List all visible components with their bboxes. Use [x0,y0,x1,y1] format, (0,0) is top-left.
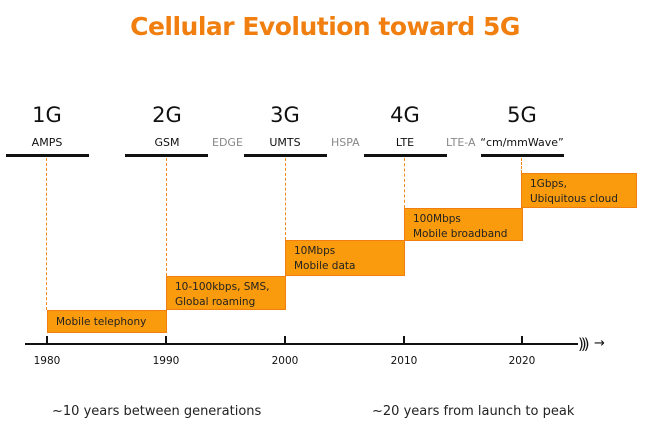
gen-2g-connector [166,158,167,276]
gen-5g-label: 5G [507,103,537,127]
year-label: 2000 [271,355,299,367]
year-label: 1990 [152,355,180,367]
gen-3g-connector [285,158,286,240]
intermediate-lte-a: LTE-A [446,136,476,149]
capability-line: 100Mbps [413,213,461,225]
gen-4g-connector [404,158,405,208]
note-generations: ~10 years between generations [52,404,262,419]
capability-line: Mobile data [294,260,356,272]
tick-2000 [284,336,286,344]
capability-line: 10-100kbps, SMS, [175,281,270,293]
note-lifecycle: ~20 years from launch to peak [372,404,575,419]
capability-line: Global roaming [175,296,256,308]
tick-1990 [165,336,167,344]
gen-4g-tech: LTE [395,136,415,149]
tick-1980 [46,336,48,344]
page-title: Cellular Evolution toward 5G [130,12,520,41]
gen-2g-tech: GSM [154,136,180,149]
gen-3g-tech: UMTS [269,136,301,149]
intermediate-hspa: HSPA [331,136,360,149]
gen-4g-label: 4G [390,103,420,127]
gen-1g-connector [46,158,47,310]
capability-box-1g: Mobile telephony [47,310,167,333]
capability-line: Mobile broadband [413,228,508,240]
year-label: 2020 [508,355,536,367]
intermediate-edge: EDGE [212,136,243,149]
gen-1g-bar [6,154,89,157]
timeline-axis [25,343,578,345]
gen-2g-label: 2G [152,103,182,127]
capability-box-4g: 100Mbps Mobile broadband [404,208,523,241]
capability-box-2g: 10-100kbps, SMS, Global roaming [166,276,286,310]
capability-line: Mobile telephony [56,316,147,328]
capability-box-3g: 10Mbps Mobile data [285,240,405,276]
tick-2010 [403,336,405,344]
gen-5g-connector [521,158,522,173]
capability-line: Ubiquitous cloud [530,193,618,205]
gen-3g-bar [244,154,327,157]
arrow-right-icon: → [594,336,605,351]
year-label: 2010 [390,355,418,367]
gen-1g-label: 1G [32,103,62,127]
axis-break-icon: ))) [578,335,589,353]
capability-line: 10Mbps [294,245,336,257]
capability-line: 1Gbps, [530,178,567,190]
gen-5g-tech: “cm/mmWave” [480,136,564,149]
gen-1g-tech: AMPS [31,136,63,149]
gen-2g-bar [125,154,208,157]
gen-4g-bar [364,154,447,157]
gen-5g-bar [481,154,564,157]
tick-2020 [521,336,523,344]
year-label: 1980 [33,355,61,367]
gen-3g-label: 3G [270,103,300,127]
capability-box-5g: 1Gbps, Ubiquitous cloud [521,173,637,208]
